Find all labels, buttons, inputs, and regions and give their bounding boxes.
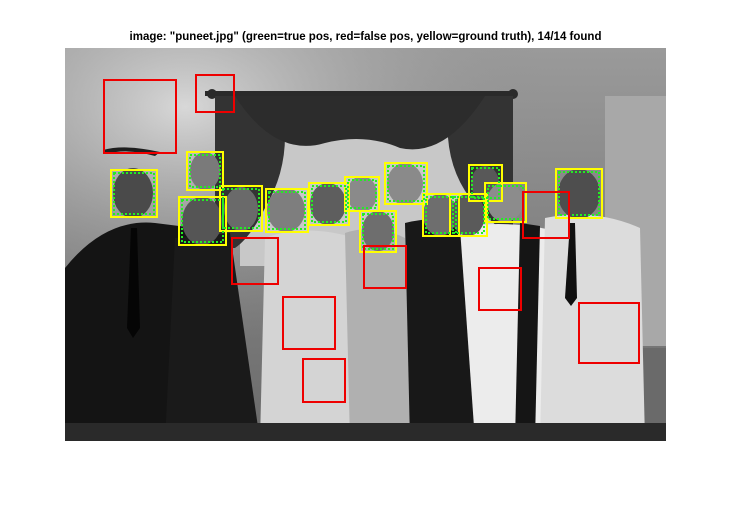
fp-box xyxy=(302,358,346,403)
figure-title: image: "puneet.jpg" (green=true pos, red… xyxy=(129,31,602,43)
fp-box xyxy=(103,79,177,154)
tp-box xyxy=(268,191,306,230)
curtain-valance xyxy=(235,96,485,150)
photo-canvas xyxy=(65,48,666,441)
tp-box xyxy=(189,154,221,188)
fp-box xyxy=(363,245,407,289)
lamp-shade xyxy=(103,147,160,156)
tp-box xyxy=(425,196,457,234)
true-positive-boxes xyxy=(113,154,600,250)
fp-box xyxy=(578,302,640,364)
gt-box xyxy=(186,151,224,191)
gt-box xyxy=(219,185,263,232)
ground-truth-boxes xyxy=(110,151,603,253)
tp-box xyxy=(113,172,155,215)
gt-box xyxy=(555,168,603,219)
gt-box xyxy=(384,162,428,205)
tp-box xyxy=(471,167,500,199)
tp-box xyxy=(387,165,425,202)
tp-box xyxy=(362,213,394,250)
fp-box xyxy=(282,296,336,350)
photo-svg xyxy=(65,48,666,441)
gt-box xyxy=(422,193,460,237)
gt-box xyxy=(359,210,397,253)
tp-box xyxy=(222,188,260,229)
fp-box xyxy=(522,191,570,239)
tp-box xyxy=(558,171,600,216)
tp-box xyxy=(311,185,347,223)
fp-box xyxy=(195,74,235,113)
gt-box xyxy=(110,169,158,218)
false-positive-boxes xyxy=(103,74,640,403)
fp-box xyxy=(231,237,279,285)
tp-box xyxy=(487,185,524,220)
tp-box xyxy=(452,196,485,234)
fp-box xyxy=(478,267,522,311)
curtain-rod xyxy=(205,91,515,96)
gt-box xyxy=(178,196,227,246)
tp-box xyxy=(347,179,377,209)
